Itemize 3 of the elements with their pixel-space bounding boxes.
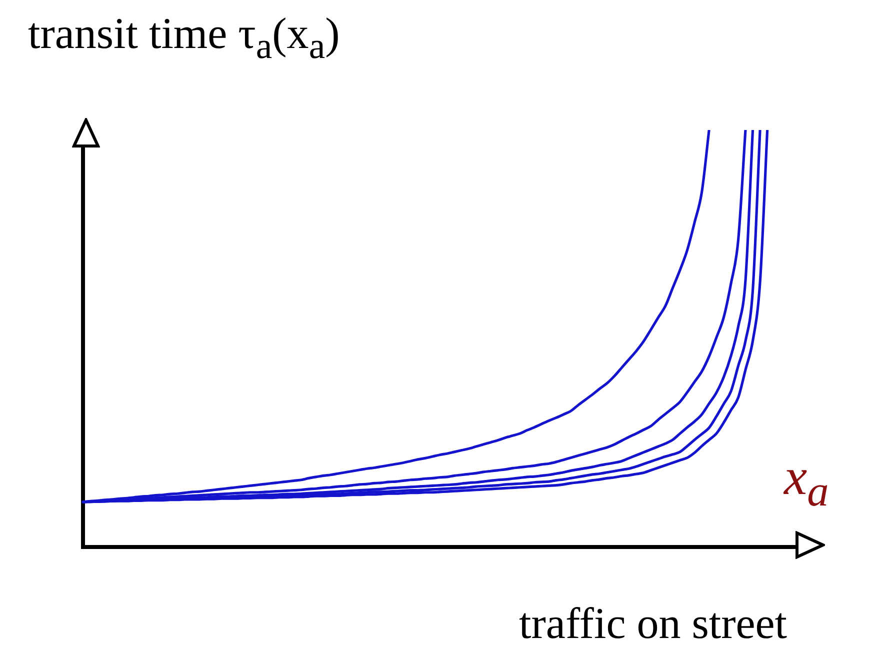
annotation: x$_{a}$: [784, 448, 829, 516]
y-axis-title: transit time τ$_{a}$(x$_{a}$): [28, 8, 340, 67]
x-axis-title: traffic on street: [519, 598, 787, 649]
